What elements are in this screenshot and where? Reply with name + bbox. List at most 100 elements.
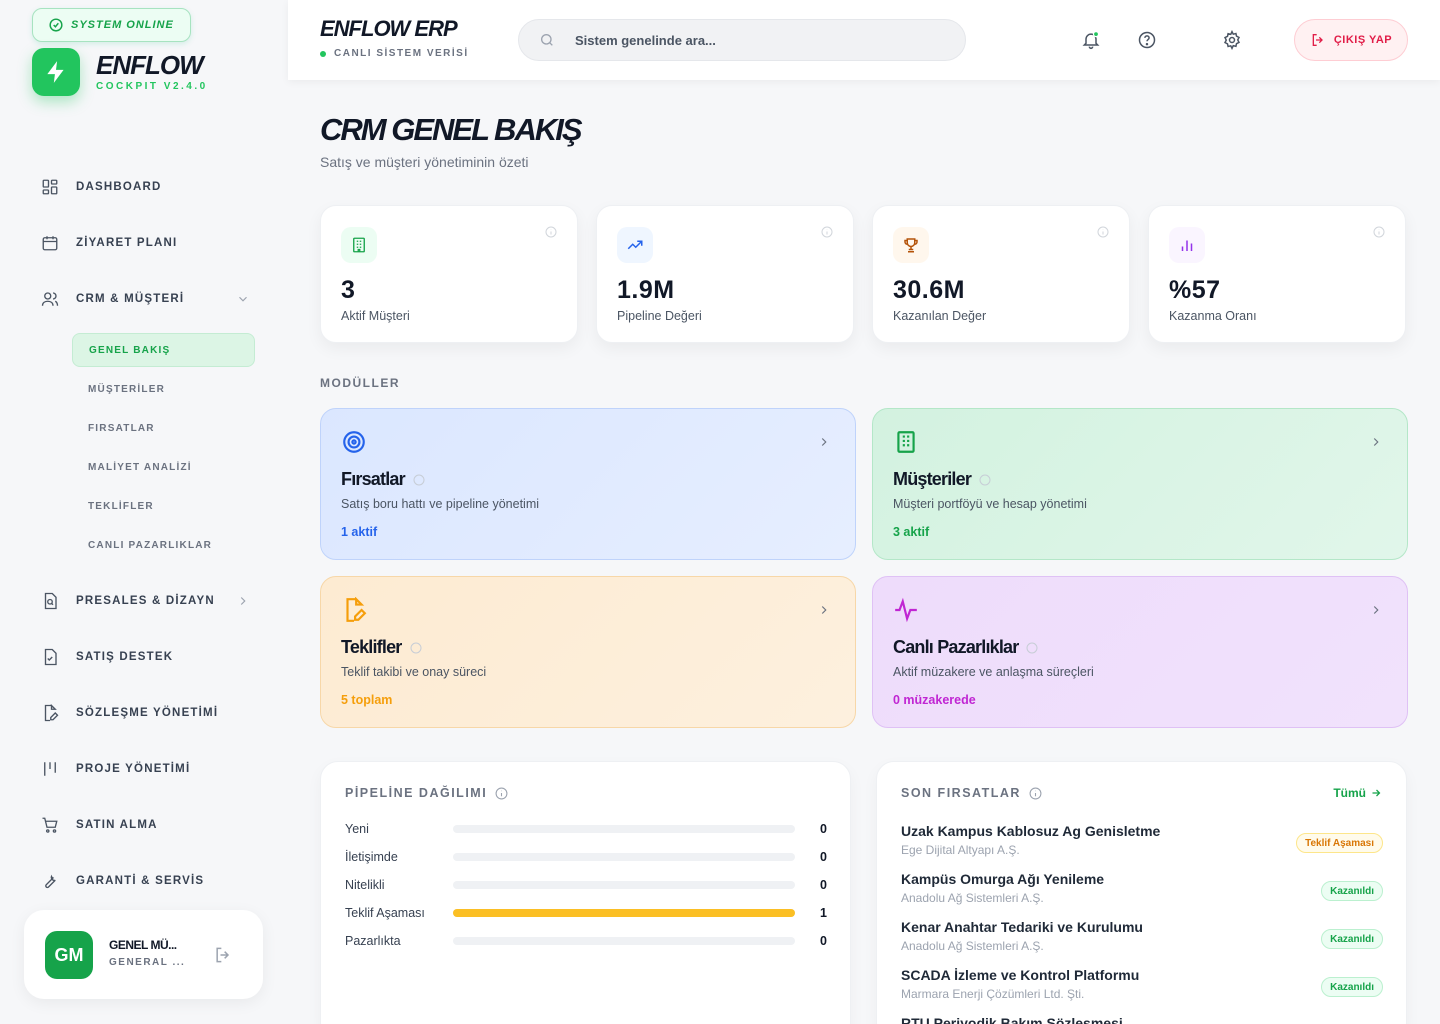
bolt-icon: [47, 61, 64, 83]
module-count: 1 aktif: [341, 525, 378, 539]
file-search-icon: [40, 591, 60, 611]
pipeline-stage-count: 0: [820, 850, 827, 864]
module-title: Canlı Pazarlıklar: [893, 637, 1019, 657]
sub-nav-canli-pazarliklar[interactable]: CANLI PAZARLIKLAR: [88, 539, 213, 551]
pipeline-title-row: PİPELİNE DAĞILIMI: [345, 786, 508, 800]
nav-label: SATIŞ DESTEK: [76, 651, 174, 663]
opportunity-name: Kampüs Omurga Ağı Yenileme: [901, 871, 1105, 887]
page-subtitle: Satış ve müşteri yönetiminin özeti: [320, 154, 529, 170]
sub-nav-genel-bakis[interactable]: GENEL BAKIŞ: [72, 333, 255, 367]
module-card-canli-pazarliklar[interactable]: Canlı Pazarlıklar Aktif müzakere ve anla…: [872, 576, 1408, 728]
nav-ziyaret-plani[interactable]: ZİYARET PLANI: [40, 229, 250, 257]
modules-section-label: MODÜLLER: [320, 376, 400, 390]
info-icon[interactable]: [1026, 642, 1038, 654]
user-role: GENERAL ...: [109, 957, 186, 968]
stat-label: Kazanılan Değer: [893, 309, 987, 323]
view-all-link[interactable]: Tümü: [1333, 786, 1382, 800]
opportunity-item[interactable]: Kenar Anahtar Tedariki ve Kurulumu Anado…: [901, 919, 1383, 959]
module-title-row: Teklifler: [341, 637, 422, 658]
info-icon[interactable]: [1373, 226, 1385, 238]
module-count: 3 aktif: [893, 525, 930, 539]
settings-button[interactable]: [1220, 28, 1244, 52]
info-icon[interactable]: [410, 642, 422, 654]
wrench-icon: [40, 871, 60, 891]
info-icon[interactable]: [1097, 226, 1109, 238]
nav-crm-musteri[interactable]: CRM & MÜŞTERİ: [40, 285, 250, 313]
live-data-indicator: CANLI SİSTEM VERİSİ: [320, 48, 469, 59]
opportunity-name: SCADA İzleme ve Kontrol Platformu: [901, 967, 1140, 983]
user-card[interactable]: GM GENEL MÜ... GENERAL ...: [24, 910, 263, 999]
pipeline-row: Nitelikli 0: [345, 875, 827, 895]
grid-icon: [40, 177, 60, 197]
search-input[interactable]: Sistem genelinde ara...: [518, 19, 966, 61]
sub-nav-firsatlar[interactable]: FIRSATLAR: [88, 422, 155, 434]
sub-nav-teklifler[interactable]: TEKLİFLER: [88, 500, 154, 512]
stat-card-aktif-musteri[interactable]: 3 Aktif Müşteri: [320, 205, 578, 343]
module-card-musteriler[interactable]: Müşteriler Müşteri portföyü ve hesap yön…: [872, 408, 1408, 560]
brand-name: ENFLOW: [96, 50, 204, 80]
pipeline-row: Pazarlıkta 0: [345, 931, 827, 951]
help-button[interactable]: [1135, 28, 1159, 52]
stat-icon-box: [341, 227, 377, 263]
info-icon[interactable]: [545, 226, 557, 238]
stat-value: 1.9M: [617, 276, 675, 304]
chevron-right-icon: [821, 606, 827, 614]
trophy-icon: [904, 238, 918, 253]
opportunity-item[interactable]: Uzak Kampus Kablosuz Ag Genisletme Ege D…: [901, 823, 1383, 863]
nav-garanti-servis[interactable]: GARANTİ & SERVİS: [40, 867, 250, 895]
module-card-teklifler[interactable]: Teklifler Teklif takibi ve onay süreci 5…: [320, 576, 856, 728]
chevron-right-icon: [1373, 606, 1379, 614]
nav-presales-dizayn[interactable]: PRESALES & DİZAYN: [40, 587, 250, 615]
sub-nav-maliyet-analizi[interactable]: MALİYET ANALİZİ: [88, 461, 192, 473]
opportunity-company: Anadolu Ağ Sistemleri A.Ş.: [901, 939, 1044, 953]
pipeline-row: İletişimde 0: [345, 847, 827, 867]
stat-card-kazanma-orani[interactable]: %57 Kazanma Oranı: [1148, 205, 1406, 343]
nav-satis-destek[interactable]: SATIŞ DESTEK: [40, 643, 250, 671]
stat-value: 3: [341, 276, 356, 304]
stat-icon-box: [1169, 227, 1205, 263]
bell-icon: [1082, 31, 1100, 50]
pipeline-title: PİPELİNE DAĞILIMI: [345, 786, 488, 800]
nav-label: ZİYARET PLANI: [76, 237, 178, 249]
notifications-button[interactable]: [1079, 28, 1103, 52]
arrow-right-icon: [1372, 789, 1381, 797]
users-icon: [40, 289, 60, 309]
opportunity-item[interactable]: SCADA İzleme ve Kontrol Platformu Marmar…: [901, 967, 1383, 1007]
live-dot: [320, 50, 326, 57]
opportunity-company: Marmara Enerji Çözümleri Ltd. Şti.: [901, 987, 1085, 1001]
nav-proje-yonetimi[interactable]: PROJE YÖNETİMİ: [40, 755, 250, 783]
nav-sozlesme-yonetimi[interactable]: SÖZLEŞME YÖNETİMİ: [40, 699, 250, 727]
calendar-icon: [40, 233, 60, 253]
chevron-right-icon: [821, 438, 827, 446]
stat-card-pipeline-degeri[interactable]: 1.9M Pipeline Değeri: [596, 205, 854, 343]
nav-label: SATIN ALMA: [76, 819, 158, 831]
nav-label: GARANTİ & SERVİS: [76, 875, 205, 887]
status-badge: Kazanıldı: [1321, 929, 1383, 949]
logo[interactable]: [32, 48, 80, 96]
info-icon[interactable]: [821, 226, 833, 238]
status-badge: Kazanıldı: [1321, 977, 1383, 997]
stat-icon-box: [893, 227, 929, 263]
logout-icon[interactable]: [213, 945, 233, 965]
info-icon[interactable]: [495, 787, 508, 800]
opportunity-item[interactable]: RTU Periyodik Bakım Sözleşmesi: [901, 1015, 1383, 1024]
nav-satin-alma[interactable]: SATIN ALMA: [40, 811, 250, 839]
view-all-label: Tümü: [1333, 786, 1366, 800]
info-icon[interactable]: [979, 474, 991, 486]
module-card-firsatlar[interactable]: Fırsatlar Satış boru hattı ve pipeline y…: [320, 408, 856, 560]
module-count: 0 müzakerede: [893, 693, 976, 707]
pipeline-bar-track: [453, 825, 795, 833]
sub-nav-musteriler[interactable]: MÜŞTERİLER: [88, 383, 165, 395]
opportunity-item[interactable]: Kampüs Omurga Ağı Yenileme Anadolu Ağ Si…: [901, 871, 1383, 911]
top-header: ENFLOW ERP CANLI SİSTEM VERİSİ Sistem ge…: [288, 0, 1440, 80]
module-description: Müşteri portföyü ve hesap yönetimi: [893, 497, 1087, 511]
stat-card-kazanilan-deger[interactable]: 30.6M Kazanılan Değer: [872, 205, 1130, 343]
page-title: CRM GENEL BAKIŞ: [320, 112, 583, 147]
nav-dashboard[interactable]: DASHBOARD: [40, 173, 250, 201]
info-icon[interactable]: [1029, 787, 1042, 800]
stat-label: Kazanma Oranı: [1169, 309, 1257, 323]
module-description: Aktif müzakere ve anlaşma süreçleri: [893, 665, 1094, 679]
recent-opportunities-panel: SON FIRSATLAR Tümü Uzak Kampus Kablosuz …: [876, 761, 1407, 1024]
info-icon[interactable]: [413, 474, 425, 486]
logout-button[interactable]: ÇIKIŞ YAP: [1294, 19, 1408, 61]
